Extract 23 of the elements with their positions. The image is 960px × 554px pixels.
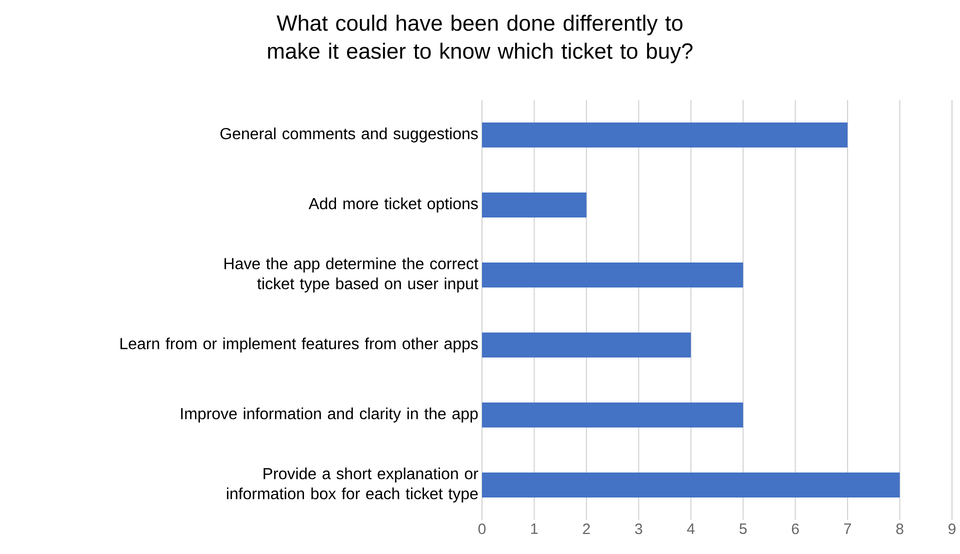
x-tick-label: 3 [635,524,642,534]
y-tick-label: Learn from or implement features from other apps [120,338,478,352]
bar [482,472,900,498]
x-tick-label: 6 [792,524,799,534]
bar [482,402,744,428]
y-tick-label: Have the app determine the correct ticket type based on user input [224,258,478,292]
x-tick-label: 5 [740,524,747,534]
chart-title: What could have been done differently to make it easier to know which ticket to buy? [268,14,692,64]
bar [482,122,848,148]
x-tick-label: 4 [687,524,695,534]
bar [482,192,586,218]
bar [482,262,744,288]
x-tick-label: 1 [531,524,538,534]
y-tick-label: Add more ticket options [308,198,478,212]
x-tick-label: 9 [948,524,956,534]
bar [482,332,691,358]
x-tick-label: 7 [844,524,851,534]
y-tick-label: Provide a short explanation or information box for each ticket type [226,468,478,502]
x-tick-label: 0 [478,524,486,534]
y-tick-label: General comments and suggestions [220,128,478,142]
x-tick-label: 8 [896,524,904,534]
y-tick-label: Improve information and clarity in the app [181,408,478,422]
x-tick-label: 2 [583,524,590,534]
